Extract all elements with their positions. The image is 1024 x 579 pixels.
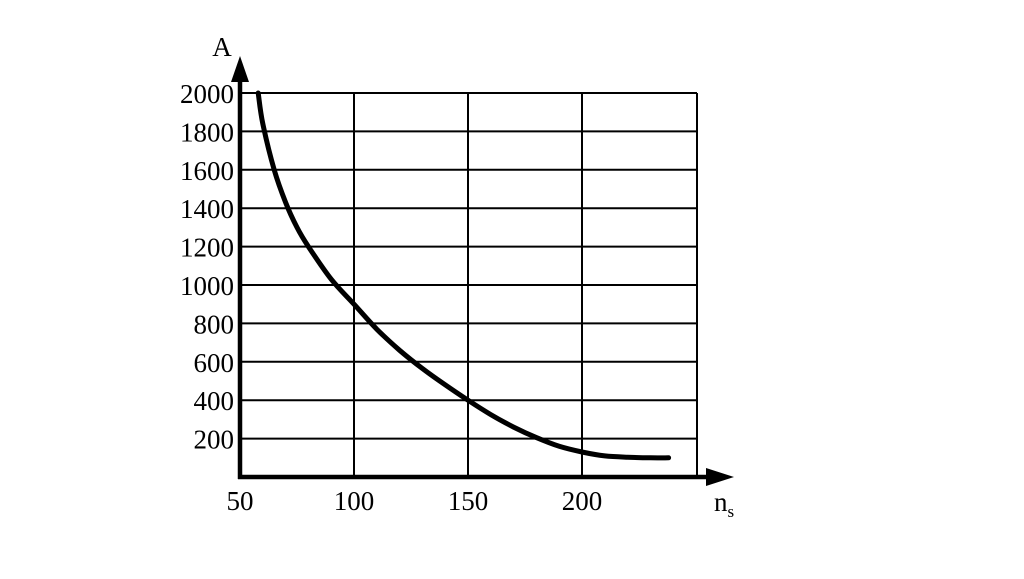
- y-tick-label: 400: [194, 386, 235, 416]
- x-axis-label: ns: [714, 487, 734, 521]
- y-tick-label: 1200: [180, 233, 234, 263]
- series-line: [255, 90, 672, 461]
- y-tick-label: 1800: [180, 117, 234, 147]
- grid-lines: [240, 92, 698, 477]
- x-tick-label: 150: [448, 486, 489, 516]
- x-tick-label: 200: [562, 486, 603, 516]
- y-tick-label: 1000: [180, 271, 234, 301]
- y-axis-label: A: [212, 32, 232, 62]
- series-layer: [255, 90, 672, 461]
- x-tick-label: 100: [334, 486, 375, 516]
- tick-labels: 200 400 600 800 1000 1200 1400 1600 1800 2000 50 10…: [180, 79, 602, 516]
- y-tick-label: 2000: [180, 79, 234, 109]
- x-axis-label-subscript: s: [728, 502, 735, 521]
- x-axis-arrow: [706, 468, 734, 486]
- y-tick-label: 200: [194, 425, 235, 455]
- y-tick-label: 1400: [180, 194, 234, 224]
- y-tick-label: 600: [194, 348, 235, 378]
- y-tick-label: 800: [194, 309, 235, 339]
- y-axis-arrow: [231, 56, 249, 82]
- y-tick-label: 1600: [180, 156, 234, 186]
- x-axis-label-main: n: [714, 487, 728, 517]
- axes: [231, 56, 734, 486]
- x-tick-label: 50: [227, 486, 254, 516]
